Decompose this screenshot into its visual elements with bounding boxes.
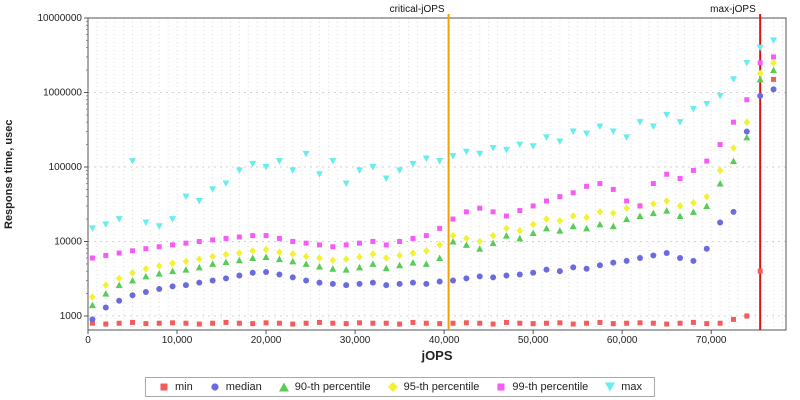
- svg-text:1000: 1000: [60, 311, 83, 322]
- legend-label-99th: 99-th percentile: [512, 381, 589, 393]
- legend-label-min: min: [174, 381, 193, 393]
- svg-text:50,000: 50,000: [518, 335, 549, 346]
- svg-text:0: 0: [85, 335, 91, 346]
- series-99-th-percentile: [89, 54, 777, 261]
- plot-area: 0 10,000 20,000 30,000 40,000 50,000 60,000 70,…: [38, 13, 787, 346]
- legend: min median 90-th percentile 95-th percen…: [144, 377, 656, 397]
- p95-marker-icon: [387, 381, 399, 393]
- median-marker-icon: [209, 381, 221, 393]
- legend-label-max: max: [621, 381, 643, 393]
- svg-text:20,000: 20,000: [251, 335, 282, 346]
- svg-text:60,000: 60,000: [607, 335, 638, 346]
- svg-text:70,000: 70,000: [696, 335, 727, 346]
- legend-item-max: max: [604, 381, 642, 393]
- svg-text:10,000: 10,000: [162, 335, 193, 346]
- series-min: [89, 76, 777, 327]
- legend-label-95th: 95-th percentile: [403, 381, 480, 393]
- legend-item-min: min: [158, 381, 193, 393]
- p99-marker-icon: [495, 381, 507, 393]
- series-median: [89, 86, 777, 323]
- max-jops-label: max-jOPS: [710, 4, 756, 15]
- p90-marker-icon: [278, 381, 290, 393]
- max-marker-icon: [604, 381, 616, 393]
- legend-label-median: median: [225, 381, 262, 393]
- legend-item-median: median: [209, 381, 262, 393]
- critical-jops-label: critical-jOPS: [389, 4, 445, 15]
- y-axis-label: Response time, usec: [3, 119, 15, 229]
- min-marker-icon: [158, 381, 170, 393]
- series-95-th-percentile: [89, 59, 777, 301]
- legend-label-90th: 90-th percentile: [294, 381, 371, 393]
- x-axis-label: jOPS: [421, 348, 453, 363]
- svg-text:10000000: 10000000: [38, 13, 83, 24]
- svg-text:40,000: 40,000: [429, 335, 460, 346]
- series-max: [88, 37, 778, 232]
- svg-text:100000: 100000: [49, 162, 83, 173]
- legend-item-90th: 90-th percentile: [278, 381, 371, 393]
- legend-item-99th: 99-th percentile: [495, 381, 588, 393]
- legend-item-95th: 95-th percentile: [387, 381, 480, 393]
- svg-text:1000000: 1000000: [43, 88, 82, 99]
- svg-text:30,000: 30,000: [340, 335, 371, 346]
- svg-text:10000: 10000: [54, 237, 82, 248]
- series-90-th-percentile: [88, 66, 778, 309]
